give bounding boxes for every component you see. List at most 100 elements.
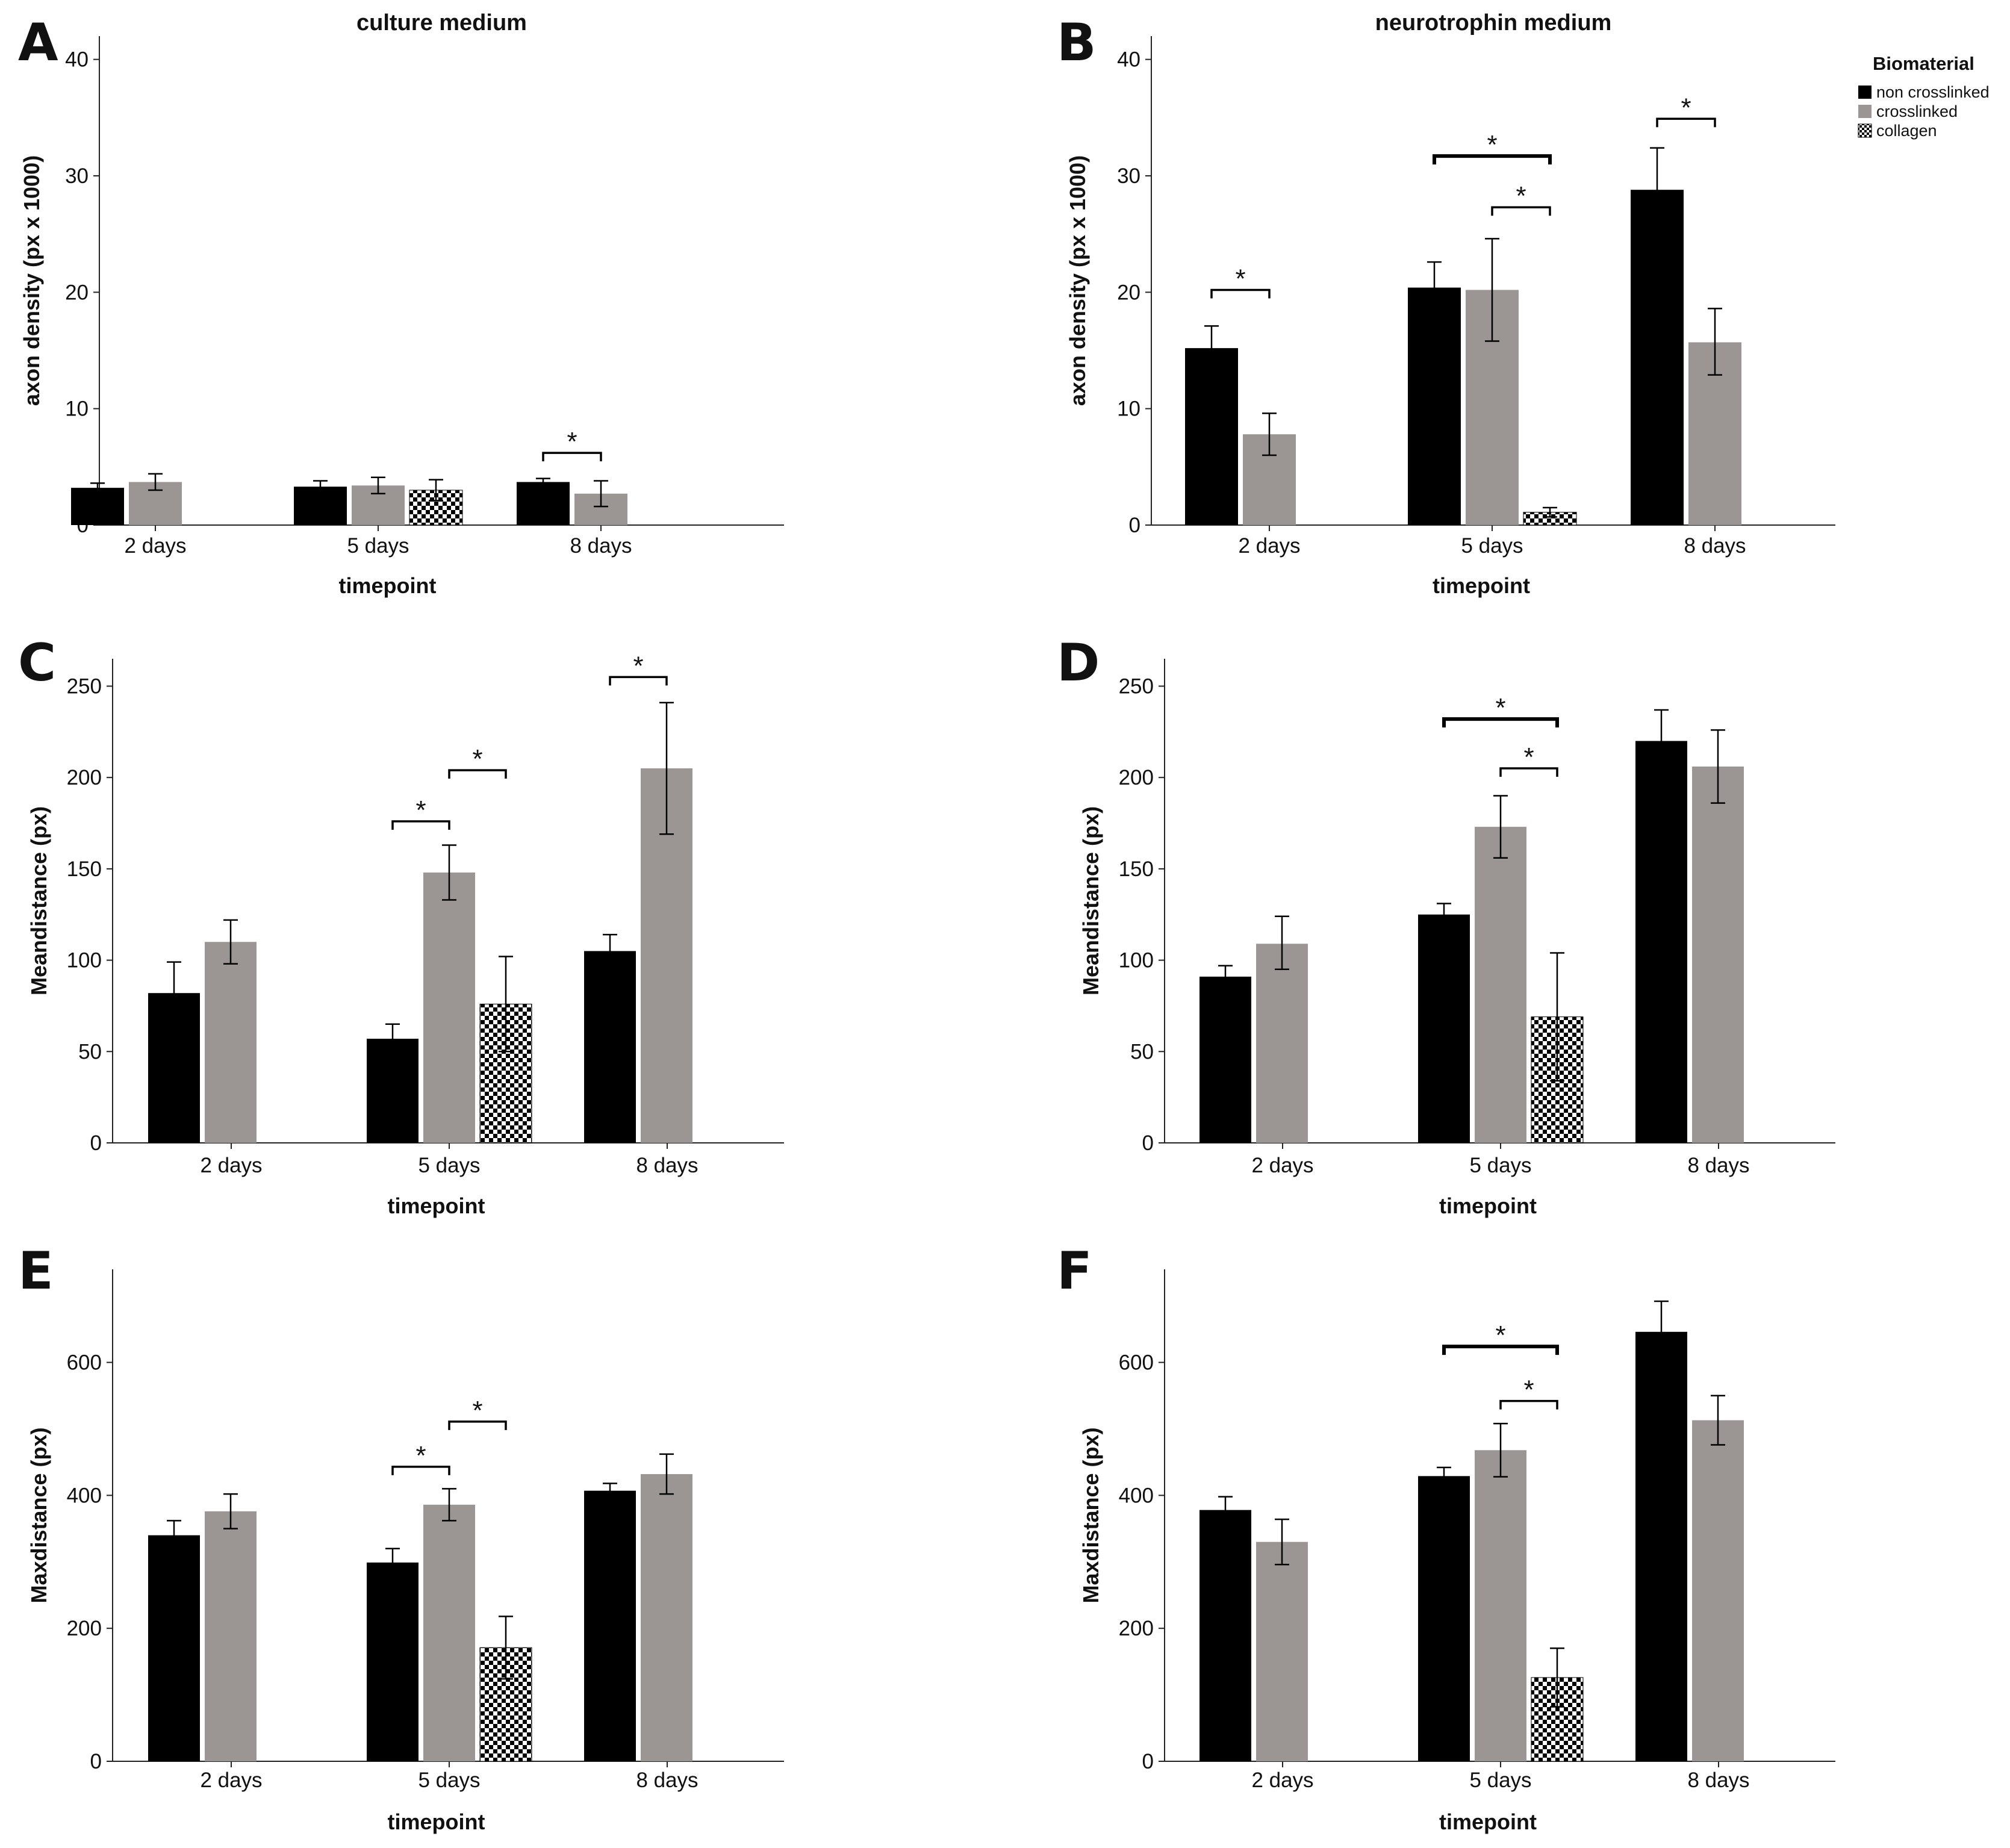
significance-bracket-e-1 <box>448 1420 507 1430</box>
bar-c-non-crosslinked-1 <box>367 1039 418 1143</box>
bar-e-crosslinked-0 <box>205 1511 257 1761</box>
y-axis-title-c: Meandistance (px) <box>26 806 51 995</box>
y-tick-label-b-0: 0 <box>1129 514 1140 537</box>
y-axis-title-f: Maxdistance (px) <box>1078 1427 1103 1603</box>
significance-bracket-c-1 <box>448 769 507 779</box>
y-tick-label-d-200: 200 <box>1119 766 1154 789</box>
y-tick-label-d-50: 50 <box>1130 1040 1154 1063</box>
bar-f-non-crosslinked-0 <box>1199 1510 1251 1761</box>
y-axis-title-a: axon density (px x 1000) <box>19 155 44 406</box>
panel-d: D 0 50 100 150 200 250 2 days 5 days 8 days timepo… <box>1057 633 1835 1218</box>
y-tick-label-f-600: 600 <box>1119 1351 1154 1375</box>
bar-c-non-crosslinked-2 <box>584 951 636 1143</box>
legend-title: Biomaterial <box>1873 53 1974 74</box>
y-tick-label-d-100: 100 <box>1119 949 1154 972</box>
panel-title-a: culture medium <box>356 10 527 36</box>
y-tick-label-f-200: 200 <box>1119 1617 1154 1640</box>
bar-f-non-crosslinked-1 <box>1418 1476 1470 1761</box>
x-tick-label-e-1: 5 days <box>418 1769 480 1792</box>
bar-e-non-crosslinked-2 <box>584 1490 636 1761</box>
bar-f-crosslinked-1 <box>1475 1450 1526 1761</box>
y-tick-label-d-150: 150 <box>1119 857 1154 881</box>
legend-swatch-collagen <box>1858 123 1872 138</box>
x-tick-label-c-1: 5 days <box>418 1154 480 1177</box>
bar-e-non-crosslinked-0 <box>148 1535 200 1761</box>
significance-star-b-1: * <box>1487 130 1497 160</box>
significance-bracket-c-2 <box>609 676 668 686</box>
y-tick-label-a-40: 40 <box>65 48 89 72</box>
significance-bracket-e-0 <box>391 1466 450 1475</box>
x-tick-label-a-1: 5 days <box>347 534 409 558</box>
y-tick-label-b-30: 30 <box>1117 164 1140 188</box>
x-tick-label-b-0: 2 days <box>1238 534 1300 558</box>
y-tick-label-b-10: 10 <box>1117 397 1140 421</box>
x-tick-label-f-2: 8 days <box>1687 1769 1749 1792</box>
panel-title-b: neurotrophin medium <box>1375 10 1612 36</box>
significance-bracket-f-0 <box>1442 1345 1559 1355</box>
x-tick-label-e-2: 8 days <box>636 1769 698 1792</box>
x-tick-label-a-0: 2 days <box>124 534 186 558</box>
bar-e-non-crosslinked-1 <box>367 1562 418 1761</box>
y-tick-label-b-40: 40 <box>1117 48 1140 72</box>
significance-bracket-f-1 <box>1499 1399 1558 1410</box>
bar-d-crosslinked-1 <box>1475 827 1526 1143</box>
significance-star-f-1: * <box>1523 1375 1534 1405</box>
legend: Biomaterial non crosslinked crosslinked … <box>1858 53 1990 140</box>
legend-label-collagen: collagen <box>1876 122 1937 140</box>
x-tick-label-c-2: 8 days <box>636 1154 698 1177</box>
significance-star-b-2: * <box>1516 181 1526 211</box>
bar-a-non-crosslinked-2 <box>517 482 570 525</box>
significance-star-f-0: * <box>1495 1321 1505 1350</box>
x-axis-title-b: timepoint <box>1433 573 1530 598</box>
panel-e: E 0 200 400 600 2 days 5 days 8 days timepoint Ma… <box>18 1241 784 1834</box>
x-tick-label-a-2: 8 days <box>570 534 632 558</box>
x-tick-label-e-0: 2 days <box>200 1769 262 1792</box>
y-tick-label-e-200: 200 <box>67 1617 102 1640</box>
y-tick-label-b-20: 20 <box>1117 281 1140 304</box>
bar-a-non-crosslinked-0 <box>71 488 124 525</box>
panel-letter-e: E <box>18 1241 54 1301</box>
x-axis-title-e: timepoint <box>388 1809 485 1834</box>
y-tick-label-e-0: 0 <box>90 1750 102 1773</box>
y-tick-label-a-30: 30 <box>65 164 89 188</box>
significance-star-e-0: * <box>415 1441 426 1470</box>
bar-c-crosslinked-1 <box>423 872 475 1143</box>
x-tick-label-b-1: 5 days <box>1461 534 1523 558</box>
significance-bracket-b-0 <box>1210 288 1271 299</box>
panel-letter-c: C <box>18 633 56 693</box>
x-tick-label-d-2: 8 days <box>1687 1154 1749 1177</box>
bar-d-crosslinked-0 <box>1256 944 1308 1143</box>
y-axis-title-d: Meandistance (px) <box>1078 806 1103 995</box>
y-tick-label-c-200: 200 <box>67 766 102 789</box>
bar-b-non-crosslinked-0 <box>1185 348 1238 525</box>
bar-b-non-crosslinked-1 <box>1408 287 1461 525</box>
bar-f-crosslinked-2 <box>1692 1420 1744 1761</box>
y-tick-label-a-10: 10 <box>65 397 89 421</box>
significance-bracket-d-0 <box>1442 717 1559 728</box>
significance-bracket-a-0 <box>542 452 602 462</box>
bar-f-crosslinked-0 <box>1256 1542 1308 1761</box>
bar-b-non-crosslinked-2 <box>1631 190 1684 525</box>
y-tick-label-f-400: 400 <box>1119 1484 1154 1507</box>
x-tick-label-f-0: 2 days <box>1251 1769 1313 1792</box>
panel-letter-a: A <box>18 13 58 73</box>
y-tick-label-f-0: 0 <box>1142 1750 1154 1773</box>
x-axis-title-c: timepoint <box>388 1193 485 1218</box>
y-tick-label-d-0: 0 <box>1142 1131 1154 1155</box>
bar-f-non-crosslinked-2 <box>1635 1331 1687 1761</box>
x-tick-label-c-0: 2 days <box>200 1154 262 1177</box>
legend-swatch-non-crosslinked <box>1858 86 1872 99</box>
significance-star-c-2: * <box>633 651 643 680</box>
bar-d-non-crosslinked-2 <box>1635 741 1687 1143</box>
x-tick-label-b-2: 8 days <box>1684 534 1746 558</box>
significance-bracket-b-3 <box>1656 117 1716 128</box>
y-tick-label-c-150: 150 <box>67 857 102 881</box>
panel-letter-d: D <box>1057 633 1100 693</box>
x-tick-label-d-1: 5 days <box>1469 1154 1531 1177</box>
significance-star-c-1: * <box>472 744 482 774</box>
x-axis-title-a: timepoint <box>339 573 437 598</box>
panel-c: C 0 50 100 150 200 250 2 days 5 days 8 days timepo… <box>18 633 784 1218</box>
x-tick-label-f-1: 5 days <box>1469 1769 1531 1792</box>
significance-bracket-b-2 <box>1491 206 1551 216</box>
